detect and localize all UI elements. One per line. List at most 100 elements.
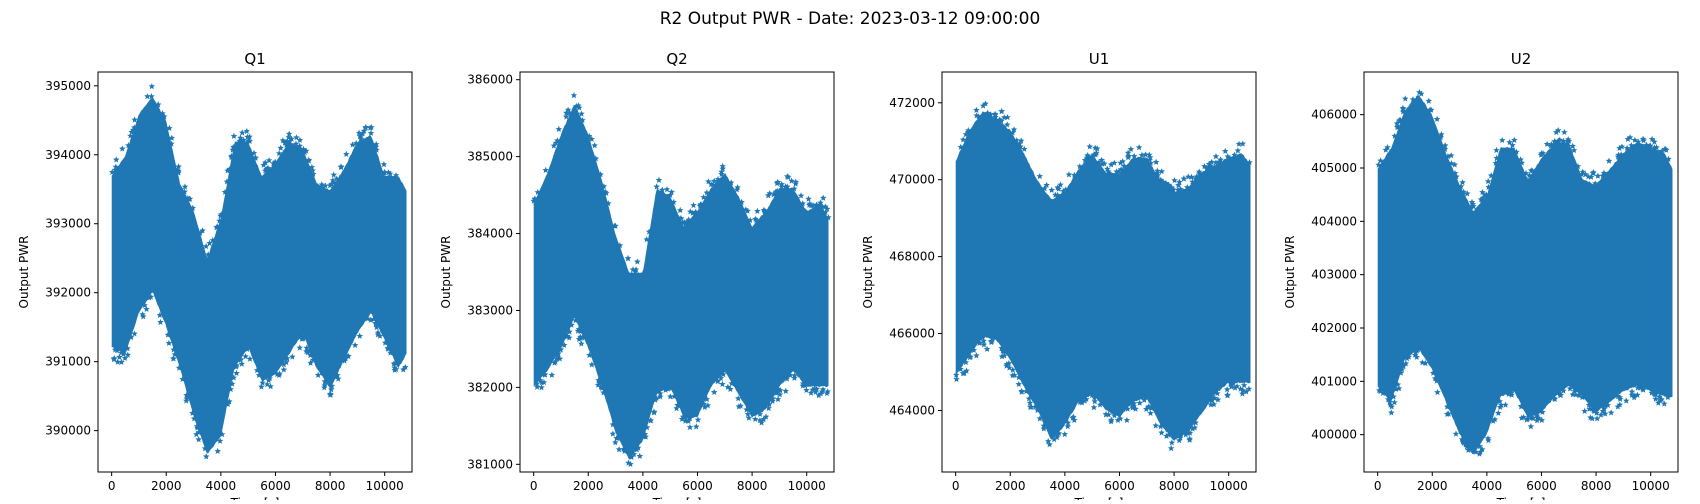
scatter-point [1616, 395, 1624, 402]
scatter-point [1574, 163, 1582, 170]
x-tick-label: 10000 [788, 479, 826, 493]
scatter-point [756, 417, 764, 424]
scatter-point [109, 168, 116, 175]
scatter-point [372, 140, 380, 148]
scatter-point [735, 403, 743, 410]
scatter-point [1526, 172, 1533, 179]
scatter-point [988, 337, 995, 344]
scatter-point [1142, 151, 1149, 158]
scatter-point [1575, 392, 1583, 399]
scatter-point [1434, 389, 1441, 396]
scatter-point [229, 380, 236, 387]
x-tick-label: 0 [530, 479, 538, 493]
scatter-point [597, 383, 605, 390]
scatter-point [1459, 437, 1467, 444]
scatter-point [279, 137, 287, 144]
scatter-point [262, 159, 269, 166]
scatter-point [575, 102, 582, 109]
scatter-point [652, 396, 659, 403]
scatter-point [1648, 389, 1655, 396]
scatter-point [373, 323, 380, 331]
scatter-point [1231, 384, 1239, 391]
scatter-point [603, 189, 610, 196]
x-tick-label: 10000 [1632, 479, 1670, 493]
scatter-point [745, 414, 753, 421]
scatter-point [374, 331, 382, 338]
scatter-markers [530, 92, 832, 468]
scatter-point [766, 401, 773, 408]
scatter-point [791, 372, 798, 379]
scatter-point [550, 142, 558, 149]
scatter-point [1168, 439, 1176, 446]
scatter-point [807, 389, 815, 396]
scatter-point [303, 348, 310, 355]
scatter-point [224, 400, 232, 408]
scatter-point [586, 351, 593, 358]
scatter-markers [1375, 89, 1672, 457]
scatter-point [566, 109, 573, 116]
axes-frame [941, 71, 1257, 473]
scatter-point [1027, 403, 1034, 410]
scatter-point [387, 349, 394, 356]
scatter-point [1403, 355, 1411, 362]
scatter-point [259, 379, 266, 386]
scatter-point [554, 137, 561, 144]
scatter-point [538, 379, 545, 386]
scatter-point [1614, 392, 1622, 400]
scatter-point [1136, 399, 1143, 406]
scatter-point [1138, 151, 1146, 158]
scatter-point [1050, 436, 1058, 443]
scatter-point [809, 386, 816, 393]
scatter-point [677, 206, 684, 214]
scatter-point [181, 188, 188, 195]
scatter-point [1658, 147, 1666, 154]
scatter-point [1001, 352, 1008, 359]
scatter-point [1025, 395, 1033, 402]
scatter-point [1117, 415, 1124, 422]
scatter-point [385, 345, 392, 352]
scatter-point [1479, 189, 1486, 196]
scatter-point [282, 138, 290, 145]
scatter-point [265, 377, 272, 384]
scatter-point [183, 397, 190, 404]
scatter-point [349, 141, 356, 148]
scatter-point [1391, 132, 1398, 139]
scatter-point [1165, 431, 1172, 438]
scatter-point [714, 378, 721, 385]
scatter-point [1652, 395, 1659, 402]
scatter-point [1217, 156, 1224, 163]
x-tick-label: 2000 [573, 479, 604, 493]
scatter-point [1004, 121, 1011, 128]
scatter-point [700, 194, 707, 201]
scatter-point [1192, 175, 1199, 182]
scatter-point [143, 305, 150, 312]
scatter-point [1162, 179, 1170, 186]
scatter-point [679, 219, 687, 226]
scatter-point [724, 383, 732, 390]
scatter-point [1064, 423, 1071, 430]
scatter-point [783, 375, 791, 382]
scatter-point [728, 380, 735, 387]
scatter-point [1448, 160, 1455, 167]
scatter-point [1086, 143, 1093, 150]
scatter-point [1551, 137, 1558, 145]
scatter-point [209, 236, 216, 244]
scatter-point [1031, 403, 1039, 410]
x-tick-label: 6000 [1104, 479, 1135, 493]
scatter-point [1093, 149, 1100, 156]
scatter-point [803, 386, 810, 393]
scatter-point [579, 334, 586, 341]
scatter-point [1184, 429, 1192, 436]
scatter-point [195, 436, 202, 443]
scatter-point [1444, 403, 1451, 410]
scatter-point [1496, 403, 1504, 410]
scatter-point [1459, 179, 1466, 186]
scatter-point [293, 134, 300, 141]
scatter-point [733, 186, 741, 193]
scatter-point [1041, 185, 1048, 192]
panel-q2: 0 2000 4000 6000 8000 10000 381000 382000 383000… [439, 50, 835, 504]
scatter-point [1422, 359, 1429, 367]
scatter-point [226, 398, 233, 405]
scatter-point [570, 92, 578, 99]
scatter-point [280, 366, 288, 373]
